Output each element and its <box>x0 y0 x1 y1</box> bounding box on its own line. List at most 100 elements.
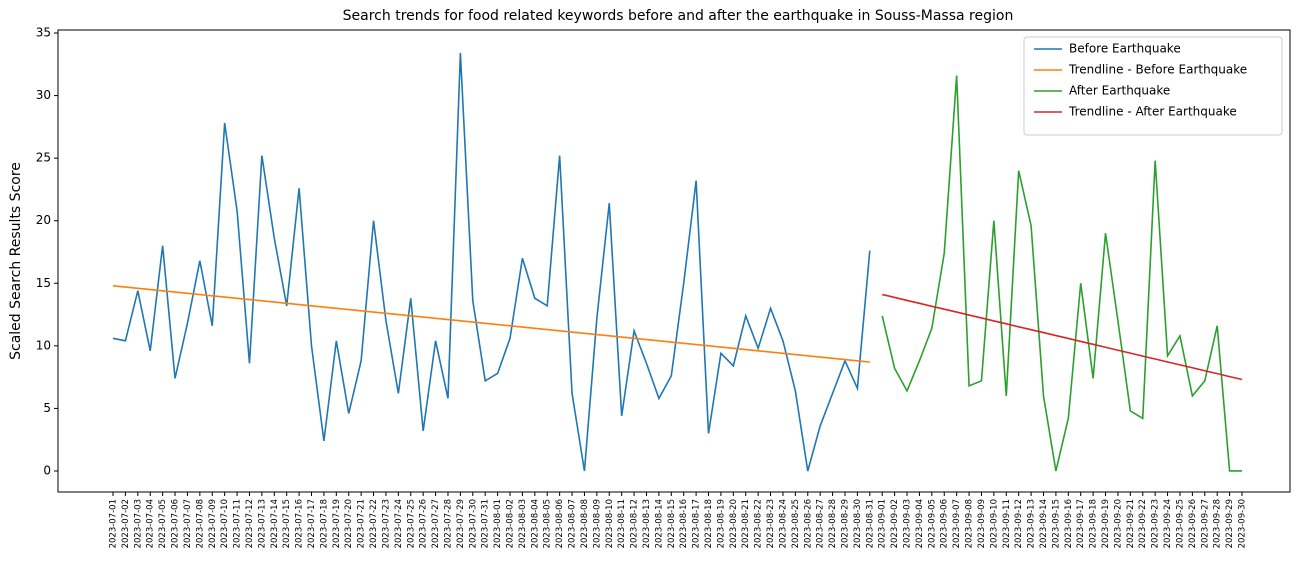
x-tick-label: 2023-08-03 <box>518 499 528 548</box>
x-tick-label: 2023-08-28 <box>828 499 838 548</box>
x-tick-label: 2023-08-25 <box>791 499 801 548</box>
x-tick-label: 2023-09-11 <box>1002 499 1012 548</box>
legend-label: Trendline - Before Earthquake <box>1068 63 1247 77</box>
x-tick-label: 2023-08-12 <box>630 499 640 548</box>
x-tick-label: 2023-07-16 <box>295 499 305 548</box>
x-tick-label: 2023-09-12 <box>1014 499 1024 548</box>
y-tick-label: 10 <box>36 338 51 352</box>
x-tick-label: 2023-07-02 <box>121 499 131 548</box>
x-tick-label: 2023-07-20 <box>344 499 354 548</box>
x-tick-label: 2023-07-31 <box>481 499 491 548</box>
x-tick-label: 2023-07-22 <box>369 499 379 548</box>
x-tick-label: 2023-07-27 <box>431 499 441 548</box>
x-tick-label: 2023-08-17 <box>692 499 702 548</box>
x-tick-label: 2023-07-08 <box>195 499 205 548</box>
y-tick-label: 15 <box>36 276 51 290</box>
x-tick-label: 2023-07-17 <box>307 499 317 548</box>
x-tick-label: 2023-07-28 <box>443 499 453 548</box>
x-tick-label: 2023-07-07 <box>183 499 193 548</box>
x-tick-label: 2023-08-20 <box>729 499 739 548</box>
y-tick-label: 20 <box>36 213 51 227</box>
x-tick-label: 2023-09-06 <box>940 499 950 548</box>
x-tick-label: 2023-08-22 <box>754 499 764 548</box>
x-tick-label: 2023-08-11 <box>617 499 627 548</box>
x-tick-label: 2023-09-18 <box>1089 499 1099 548</box>
x-tick-label: 2023-08-19 <box>716 499 726 548</box>
chart-title: Search trends for food related keywords … <box>343 8 1014 24</box>
x-tick-label: 2023-08-24 <box>778 499 788 548</box>
x-tick-label: 2023-09-08 <box>965 499 975 548</box>
legend-label: Trendline - After Earthquake <box>1068 105 1237 119</box>
series-line <box>112 284 870 363</box>
x-tick-label: 2023-07-14 <box>270 499 280 548</box>
x-tick-label: 2023-09-14 <box>1039 499 1049 548</box>
x-tick-label: 2023-09-05 <box>927 499 937 548</box>
x-tick-label: 2023-08-23 <box>766 499 776 548</box>
x-tick-label: 2023-08-15 <box>667 499 677 548</box>
y-tick-label: 35 <box>36 26 51 40</box>
x-tick-label: 2023-09-30 <box>1238 499 1248 548</box>
x-tick-label: 2023-07-03 <box>133 499 143 548</box>
x-tick-label: 2023-09-01 <box>878 499 888 548</box>
x-tick-label: 2023-09-20 <box>1113 499 1123 548</box>
plot-frame <box>57 29 1291 493</box>
x-tick-label: 2023-08-07 <box>568 499 578 548</box>
y-axis-label: Scaled Search Results Score <box>8 162 24 360</box>
x-tick-label: 2023-07-11 <box>233 499 243 548</box>
x-tick-label: 2023-09-17 <box>1076 499 1086 548</box>
x-tick-label: 2023-08-16 <box>679 499 689 548</box>
x-tick-label: 2023-08-05 <box>543 499 553 548</box>
y-tick-label: 5 <box>43 401 51 415</box>
x-tick-label: 2023-08-10 <box>605 499 615 548</box>
x-tick-label: 2023-07-25 <box>406 499 416 548</box>
x-tick-label: 2023-07-09 <box>208 499 218 548</box>
legend-label: After Earthquake <box>1069 84 1170 98</box>
x-tick-label: 2023-09-27 <box>1200 499 1210 548</box>
x-tick-label: 2023-09-19 <box>1101 499 1111 548</box>
y-tick-label: 0 <box>43 463 51 477</box>
x-tick-label: 2023-09-02 <box>890 499 900 548</box>
x-tick-label: 2023-08-06 <box>555 499 565 548</box>
x-tick-label: 2023-09-04 <box>915 499 925 548</box>
x-tick-label: 2023-09-26 <box>1188 499 1198 548</box>
y-tick-label: 30 <box>36 88 51 102</box>
x-tick-label: 2023-07-05 <box>158 499 168 548</box>
x-tick-label: 2023-08-04 <box>530 499 540 548</box>
x-tick-label: 2023-09-07 <box>952 499 962 548</box>
x-tick-label: 2023-08-27 <box>816 499 826 548</box>
x-tick-label: 2023-07-13 <box>257 499 267 548</box>
x-tick-label: 2023-07-29 <box>456 499 466 548</box>
x-tick-label: 2023-07-21 <box>357 499 367 548</box>
x-tick-label: 2023-08-29 <box>840 499 850 548</box>
x-tick-label: 2023-09-15 <box>1051 499 1061 548</box>
x-tick-label: 2023-08-13 <box>642 499 652 548</box>
x-tick-label: 2023-07-01 <box>109 499 119 548</box>
x-tick-label: 2023-09-23 <box>1151 499 1161 548</box>
x-tick-label: 2023-09-24 <box>1163 499 1173 548</box>
x-tick-label: 2023-08-26 <box>803 499 813 548</box>
x-tick-label: 2023-07-04 <box>146 499 156 548</box>
x-tick-label: 2023-09-03 <box>903 499 913 548</box>
y-tick-label: 25 <box>36 151 51 165</box>
x-tick-label: 2023-07-26 <box>419 499 429 548</box>
x-tick-label: 2023-08-21 <box>741 499 751 548</box>
x-tick-label: 2023-08-01 <box>493 499 503 548</box>
x-tick-label: 2023-08-30 <box>853 499 863 548</box>
x-tick-label: 2023-07-24 <box>394 499 404 548</box>
x-tick-label: 2023-08-18 <box>704 499 714 548</box>
x-tick-label: 2023-09-09 <box>977 499 987 548</box>
x-tick-label: 2023-07-30 <box>468 499 478 548</box>
x-tick-label: 2023-07-19 <box>332 499 342 548</box>
x-tick-label: 2023-08-14 <box>654 499 664 548</box>
x-tick-label: 2023-09-22 <box>1138 499 1148 548</box>
legend-label: Before Earthquake <box>1069 42 1181 56</box>
x-tick-label: 2023-07-06 <box>171 499 181 548</box>
series-line <box>112 52 871 472</box>
x-tick-label: 2023-09-29 <box>1225 499 1235 548</box>
x-tick-label: 2023-09-10 <box>989 499 999 548</box>
x-tick-label: 2023-08-08 <box>580 499 590 548</box>
x-tick-label: 2023-07-23 <box>381 499 391 548</box>
x-tick-label: 2023-09-21 <box>1126 499 1136 548</box>
x-tick-label: 2023-08-02 <box>506 499 516 548</box>
